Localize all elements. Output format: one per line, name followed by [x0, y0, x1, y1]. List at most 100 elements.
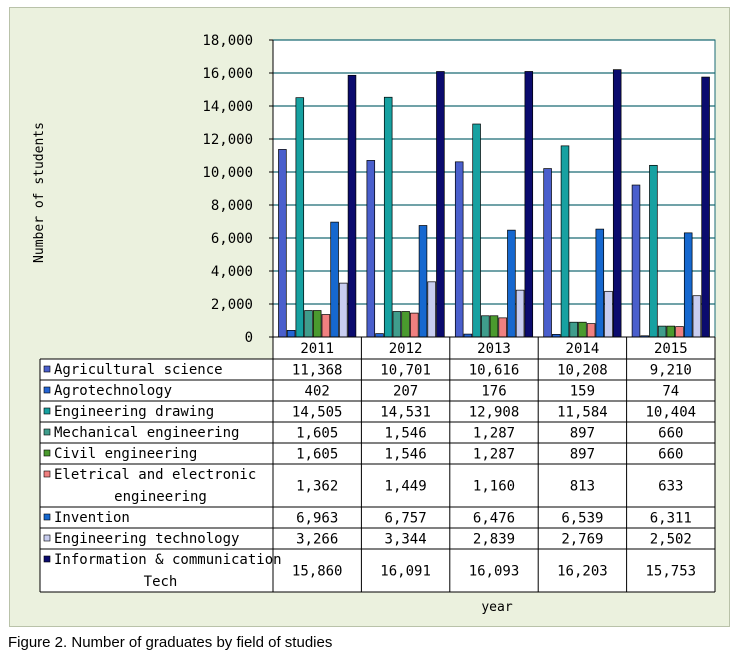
data-label: 2,502	[650, 532, 692, 548]
row-label: Agrotechnology	[54, 383, 172, 399]
bar-civil-engineering-2013	[489, 315, 499, 338]
data-label: 1,546	[385, 426, 427, 442]
bar-engineering-technology-2015	[692, 295, 702, 338]
data-label: 6,311	[650, 511, 692, 527]
legend-key	[43, 449, 51, 457]
data-label: 14,531	[380, 405, 431, 421]
data-label: 6,539	[561, 511, 603, 527]
data-label: 2,839	[473, 532, 515, 548]
y-axis-label: Number of students	[32, 122, 47, 263]
data-label: 660	[658, 447, 683, 463]
row-label: Agricultural science	[54, 362, 223, 378]
data-label: 6,757	[385, 511, 427, 527]
bar-engineering-drawing-2013	[472, 123, 481, 338]
data-label: 16,203	[557, 564, 608, 580]
data-label: 176	[481, 384, 506, 400]
data-label: 1,546	[385, 447, 427, 463]
bar-engineering-drawing-2011	[295, 97, 305, 338]
bar-information-communication-tech-2013	[524, 71, 534, 338]
data-label: 9,210	[650, 363, 692, 379]
bar-agricultural-science-2011	[278, 149, 287, 338]
data-label: 10,616	[469, 363, 520, 379]
bar-agricultural-science-2015	[631, 184, 641, 338]
bar-engineering-technology-2014	[604, 290, 613, 338]
x-axis-label: year	[481, 600, 512, 615]
data-label: 12,908	[469, 405, 520, 421]
row-label: Mechanical engineering	[54, 425, 239, 441]
y-tick-label: 14,000	[202, 99, 253, 115]
data-label: 15,753	[646, 564, 697, 580]
chart: 0 2,000 4,000 6,000 8,000 10,000 12,000 14,000 1…	[32, 33, 716, 615]
bar-engineering-drawing-2012	[383, 96, 393, 338]
bar-eletrical-and-electronic-engineering-2015	[675, 326, 684, 338]
bar-eletrical-and-electronic-engineering-2011	[321, 314, 331, 338]
data-label: 1,605	[296, 447, 338, 463]
data-label: 6,963	[296, 511, 338, 527]
category-label: 2013	[477, 341, 511, 357]
row-label: Engineering drawing	[54, 404, 214, 420]
legend-key	[43, 428, 51, 436]
row-label: Tech	[144, 574, 178, 590]
data-label: 16,091	[380, 564, 431, 580]
bar-agricultural-science-2014	[543, 168, 552, 338]
data-label: 15,860	[292, 564, 343, 580]
bar-mechanical-engineering-2013	[481, 315, 490, 338]
bar-information-communication-tech-2015	[701, 76, 710, 338]
bar-engineering-technology-2011	[339, 282, 348, 338]
bar-eletrical-and-electronic-engineering-2014	[586, 323, 596, 338]
y-tick-label: 12,000	[202, 132, 253, 148]
bar-civil-engineering-2015	[666, 325, 676, 338]
data-label: 897	[570, 426, 595, 442]
category-label: 2015	[654, 341, 688, 357]
row-label: Invention	[54, 510, 130, 526]
data-label: 6,476	[473, 511, 515, 527]
data-label: 11,368	[292, 363, 343, 379]
legend-key	[43, 555, 51, 563]
bar-invention-2013	[507, 229, 516, 338]
y-tick-label: 8,000	[211, 198, 253, 214]
category-label: 2011	[300, 341, 334, 357]
y-tick-label: 0	[245, 330, 253, 346]
row-label: Information & communication	[54, 552, 282, 568]
bar-engineering-drawing-2015	[649, 164, 658, 338]
row-label: engineering	[114, 489, 207, 505]
category-label: 2012	[389, 341, 423, 357]
legend-key	[43, 470, 51, 478]
bar-agrotechnology-2011	[286, 330, 296, 338]
bar-mechanical-engineering-2015	[657, 325, 667, 338]
bar-information-communication-tech-2012	[436, 71, 445, 338]
bar-invention-2015	[683, 232, 693, 338]
data-label: 660	[658, 426, 683, 442]
data-label: 633	[658, 479, 683, 495]
legend-key	[43, 534, 51, 542]
data-label: 1,160	[473, 479, 515, 495]
y-tick-label: 6,000	[211, 231, 253, 247]
bar-mechanical-engineering-2014	[569, 321, 578, 338]
data-label: 1,449	[385, 479, 427, 495]
data-label: 1,605	[296, 426, 338, 442]
bar-invention-2012	[418, 225, 428, 338]
legend-key	[43, 407, 51, 415]
bar-agrotechnology-2012	[375, 333, 384, 338]
bar-eletrical-and-electronic-engineering-2013	[498, 317, 507, 338]
bar-engineering-drawing-2014	[560, 145, 570, 338]
data-label: 2,769	[561, 532, 603, 548]
bar-civil-engineering-2014	[578, 321, 587, 338]
row-label: Civil engineering	[54, 446, 197, 462]
bar-civil-engineering-2011	[312, 310, 322, 338]
data-label: 10,404	[646, 405, 697, 421]
row-label: Engineering technology	[54, 531, 239, 547]
data-label: 74	[662, 384, 679, 400]
bar-invention-2014	[595, 228, 605, 338]
y-tick-label: 10,000	[202, 165, 253, 181]
data-label: 16,093	[469, 564, 520, 580]
bar-mechanical-engineering-2012	[392, 311, 402, 338]
data-label: 10,701	[380, 363, 431, 379]
data-label: 11,584	[557, 405, 608, 421]
legend-key	[43, 513, 51, 521]
y-tick-label: 18,000	[202, 33, 253, 49]
bar-mechanical-engineering-2011	[304, 310, 313, 338]
bar-engineering-technology-2013	[515, 289, 525, 338]
bar-civil-engineering-2012	[401, 311, 410, 338]
table-header-bg	[273, 337, 715, 359]
